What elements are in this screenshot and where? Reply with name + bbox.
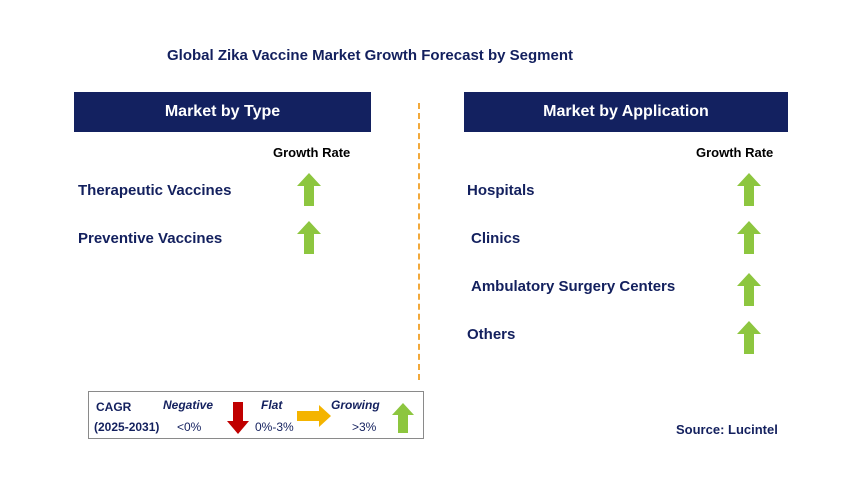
segment-label-ambulatory-surgery-centers: Ambulatory Surgery Centers [471, 278, 676, 295]
application-growth-rate-label: Growth Rate [696, 145, 774, 160]
legend-growing-range: >3% [352, 420, 377, 434]
page-title: Global Zika Vaccine Market Growth Foreca… [167, 47, 573, 64]
green-up-arrow-icon [737, 173, 761, 206]
segment-label-others: Others [467, 326, 516, 343]
segment-label-clinics: Clinics [471, 230, 521, 247]
legend-negative-label: Negative [163, 398, 214, 412]
source-label: Source: Lucintel [676, 422, 778, 437]
legend-negative-range: <0% [177, 420, 202, 434]
type-header: Market by Type [74, 92, 371, 132]
panel-divider [418, 103, 420, 380]
segment-label-preventive-vaccines: Preventive Vaccines [78, 230, 223, 247]
segment-label-therapeutic-vaccines: Therapeutic Vaccines [78, 182, 232, 199]
legend-flat-label: Flat [261, 398, 283, 412]
application-header: Market by Application [464, 92, 788, 132]
green-up-arrow-icon [737, 221, 761, 254]
green-up-arrow-icon [297, 221, 321, 254]
green-up-arrow-icon [297, 173, 321, 206]
legend-flat-range: 0%-3% [255, 420, 294, 434]
legend-cagr-label: CAGR [96, 400, 132, 414]
green-up-arrow-icon [737, 321, 761, 354]
segment-label-hospitals: Hospitals [467, 182, 535, 199]
red-down-arrow-icon [227, 402, 249, 434]
legend-growing-label: Growing [331, 398, 380, 412]
green-up-arrow-icon [737, 273, 761, 306]
legend-period: (2025-2031) [94, 420, 160, 434]
green-up-arrow-icon [392, 403, 414, 433]
yellow-right-arrow-icon [297, 405, 331, 427]
cagr-legend [88, 391, 424, 439]
type-growth-rate-label: Growth Rate [273, 145, 351, 160]
